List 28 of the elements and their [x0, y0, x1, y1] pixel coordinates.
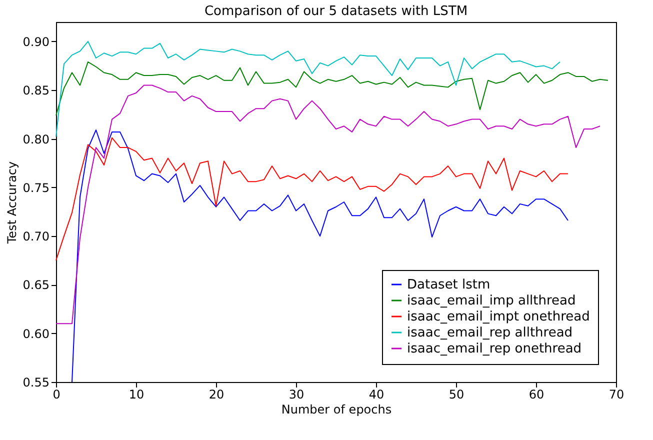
- x-tick-label: 20: [208, 388, 224, 402]
- chart-title: Comparison of our 5 datasets with LSTM: [204, 4, 468, 19]
- x-axis-title: Number of epochs: [281, 402, 392, 416]
- legend-label: isaac_email_rep onethread: [407, 342, 582, 356]
- y-tick-label: 0.70: [22, 230, 50, 244]
- y-tick-label: 0.55: [22, 376, 50, 390]
- x-tick-label: 30: [288, 388, 304, 402]
- line-series: [56, 40, 560, 138]
- y-tick-label: 0.60: [22, 326, 50, 341]
- x-tick-label: 10: [128, 388, 144, 402]
- line-series: [56, 137, 568, 261]
- y-tick-label: 0.75: [22, 180, 50, 195]
- x-tick-label: 70: [608, 388, 624, 402]
- x-tick-label: 50: [448, 388, 464, 402]
- x-tick-label: 60: [528, 388, 544, 402]
- y-axis-title: Test Accuracy: [4, 161, 19, 245]
- y-tick-label: 0.90: [22, 34, 50, 49]
- y-tick-label: 0.85: [22, 84, 50, 98]
- x-tick-label: 0: [52, 388, 60, 402]
- y-tick-label: 0.65: [22, 278, 50, 292]
- legend-label: isaac_email_imp allthread: [407, 294, 576, 308]
- legend-label: isaac_email_rep allthread: [407, 326, 573, 340]
- y-tick-label: 0.80: [22, 132, 50, 146]
- x-tick-label: 40: [368, 388, 384, 402]
- line-series: [56, 84, 600, 324]
- line-series: [56, 61, 608, 116]
- legend-label: isaac_email_impt onethread: [407, 310, 590, 324]
- legend-label: Dataset lstm: [407, 278, 490, 292]
